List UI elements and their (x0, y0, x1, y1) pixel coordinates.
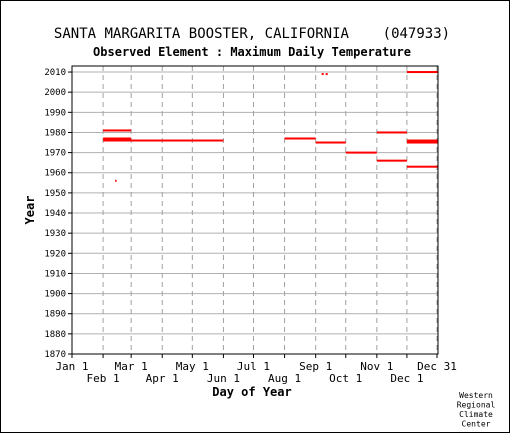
data-segment (406, 139, 438, 142)
chart-subtitle: Observed Element : Maximum Daily Tempera… (93, 45, 411, 59)
x-tick-label: Jan 1 (55, 360, 88, 373)
y-axis-label: Year (23, 196, 37, 225)
data-segment (115, 179, 117, 182)
x-tick-label: Feb 1 (87, 372, 120, 385)
x-tick-label: Jul 1 (237, 360, 270, 373)
y-tick-label: 1960 (44, 169, 66, 179)
y-tick-label: 1920 (44, 249, 66, 259)
credit-line: Western (459, 391, 493, 400)
x-tick-label: May 1 (176, 360, 209, 373)
y-tick-label: 2010 (44, 68, 66, 78)
x-tick-label: Nov 1 (360, 360, 393, 373)
data-segment (103, 139, 224, 142)
data-segment (103, 129, 132, 132)
x-tick-label: Dec 31 (417, 360, 457, 373)
x-tick-label: Oct 1 (329, 372, 362, 385)
y-tick-label: 1910 (44, 269, 66, 279)
data-segment (325, 73, 328, 76)
x-tick-label: Mar 1 (115, 360, 148, 373)
x-axis-label: Day of Year (212, 385, 291, 399)
data-segment (406, 141, 438, 144)
y-tick-label: 1890 (44, 310, 66, 320)
chart-title: SANTA MARGARITA BOOSTER, CALIFORNIA (047… (54, 26, 450, 42)
y-tick-label: 1870 (44, 350, 66, 360)
grid-lines (72, 66, 438, 355)
data-segment (406, 71, 438, 74)
credit-line: Climate (459, 410, 493, 419)
x-tick-label: Jun 1 (207, 372, 240, 385)
credit-line: Center (462, 420, 491, 429)
x-tick-label: Apr 1 (146, 372, 179, 385)
plot-border (71, 65, 439, 355)
data-segment (406, 165, 438, 168)
data-marks (103, 71, 438, 182)
data-segment (376, 131, 407, 134)
data-segment (376, 159, 407, 162)
y-tick-label: 1940 (44, 209, 66, 219)
x-tick-label: Dec 1 (390, 372, 423, 385)
data-segment (284, 137, 316, 140)
data-segment (103, 137, 132, 140)
y-tick-label: 1880 (44, 330, 66, 340)
y-tick-label: 1930 (44, 229, 66, 239)
y-tick-label: 1980 (44, 128, 66, 138)
y-tick-label: 1970 (44, 149, 66, 159)
x-tick-label: Aug 1 (268, 372, 301, 385)
axis-ticks: 1870 1880 1890 1900 1910 1920 1930 1940 1950 1960… (44, 68, 457, 385)
y-tick-label: 1950 (44, 189, 66, 199)
y-tick-label: 1990 (44, 108, 66, 118)
x-tick-label: Sep 1 (299, 360, 332, 373)
y-tick-label: 2000 (44, 88, 66, 98)
credit-line: Regional (457, 401, 496, 410)
data-segment (345, 151, 377, 154)
data-segment (315, 141, 346, 144)
y-tick-label: 1900 (44, 290, 66, 300)
data-segment (321, 73, 324, 76)
